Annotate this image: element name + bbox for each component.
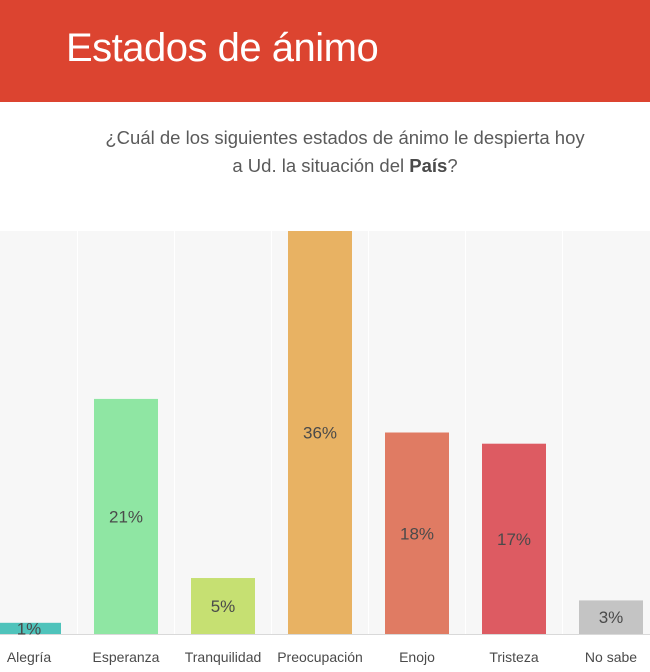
bar [288, 231, 352, 634]
bar [482, 443, 546, 634]
category-band [563, 231, 650, 634]
x-tick-label: Enojo [399, 649, 435, 665]
data-label: 21% [109, 507, 143, 526]
question-line-2-prefix: a Ud. la situación del [232, 155, 410, 176]
bar [191, 578, 255, 634]
data-label: 17% [497, 530, 531, 549]
question-bold-word: País [409, 155, 448, 176]
data-label: 1% [17, 619, 42, 638]
question-line-2-suffix: ? [447, 155, 458, 176]
data-label: 5% [211, 597, 236, 616]
chart-question: ¿Cuál de los siguientes estados de ánimo… [40, 124, 650, 180]
question-line-1: ¿Cuál de los siguientes estados de ánimo… [105, 127, 585, 148]
page-title: Estados de ánimo [66, 26, 379, 70]
x-tick-label: Alegría [7, 649, 52, 665]
x-tick-label: Tranquilidad [185, 649, 262, 665]
data-label: 36% [303, 424, 337, 443]
data-label: 3% [599, 608, 624, 627]
bar [94, 398, 158, 634]
header-banner: Estados de ánimo [0, 0, 650, 102]
category-band [0, 231, 77, 634]
data-label: 18% [400, 524, 434, 543]
bar [579, 600, 643, 634]
question-line-2: a Ud. la situación del País? [40, 152, 650, 180]
bar [385, 432, 449, 634]
category-band [175, 231, 271, 634]
x-tick-label: No sabe [585, 649, 637, 665]
x-tick-label: Preocupación [277, 649, 363, 665]
bar [0, 622, 61, 634]
x-tick-label: Esperanza [93, 649, 160, 665]
x-tick-label: Tristeza [489, 649, 538, 665]
